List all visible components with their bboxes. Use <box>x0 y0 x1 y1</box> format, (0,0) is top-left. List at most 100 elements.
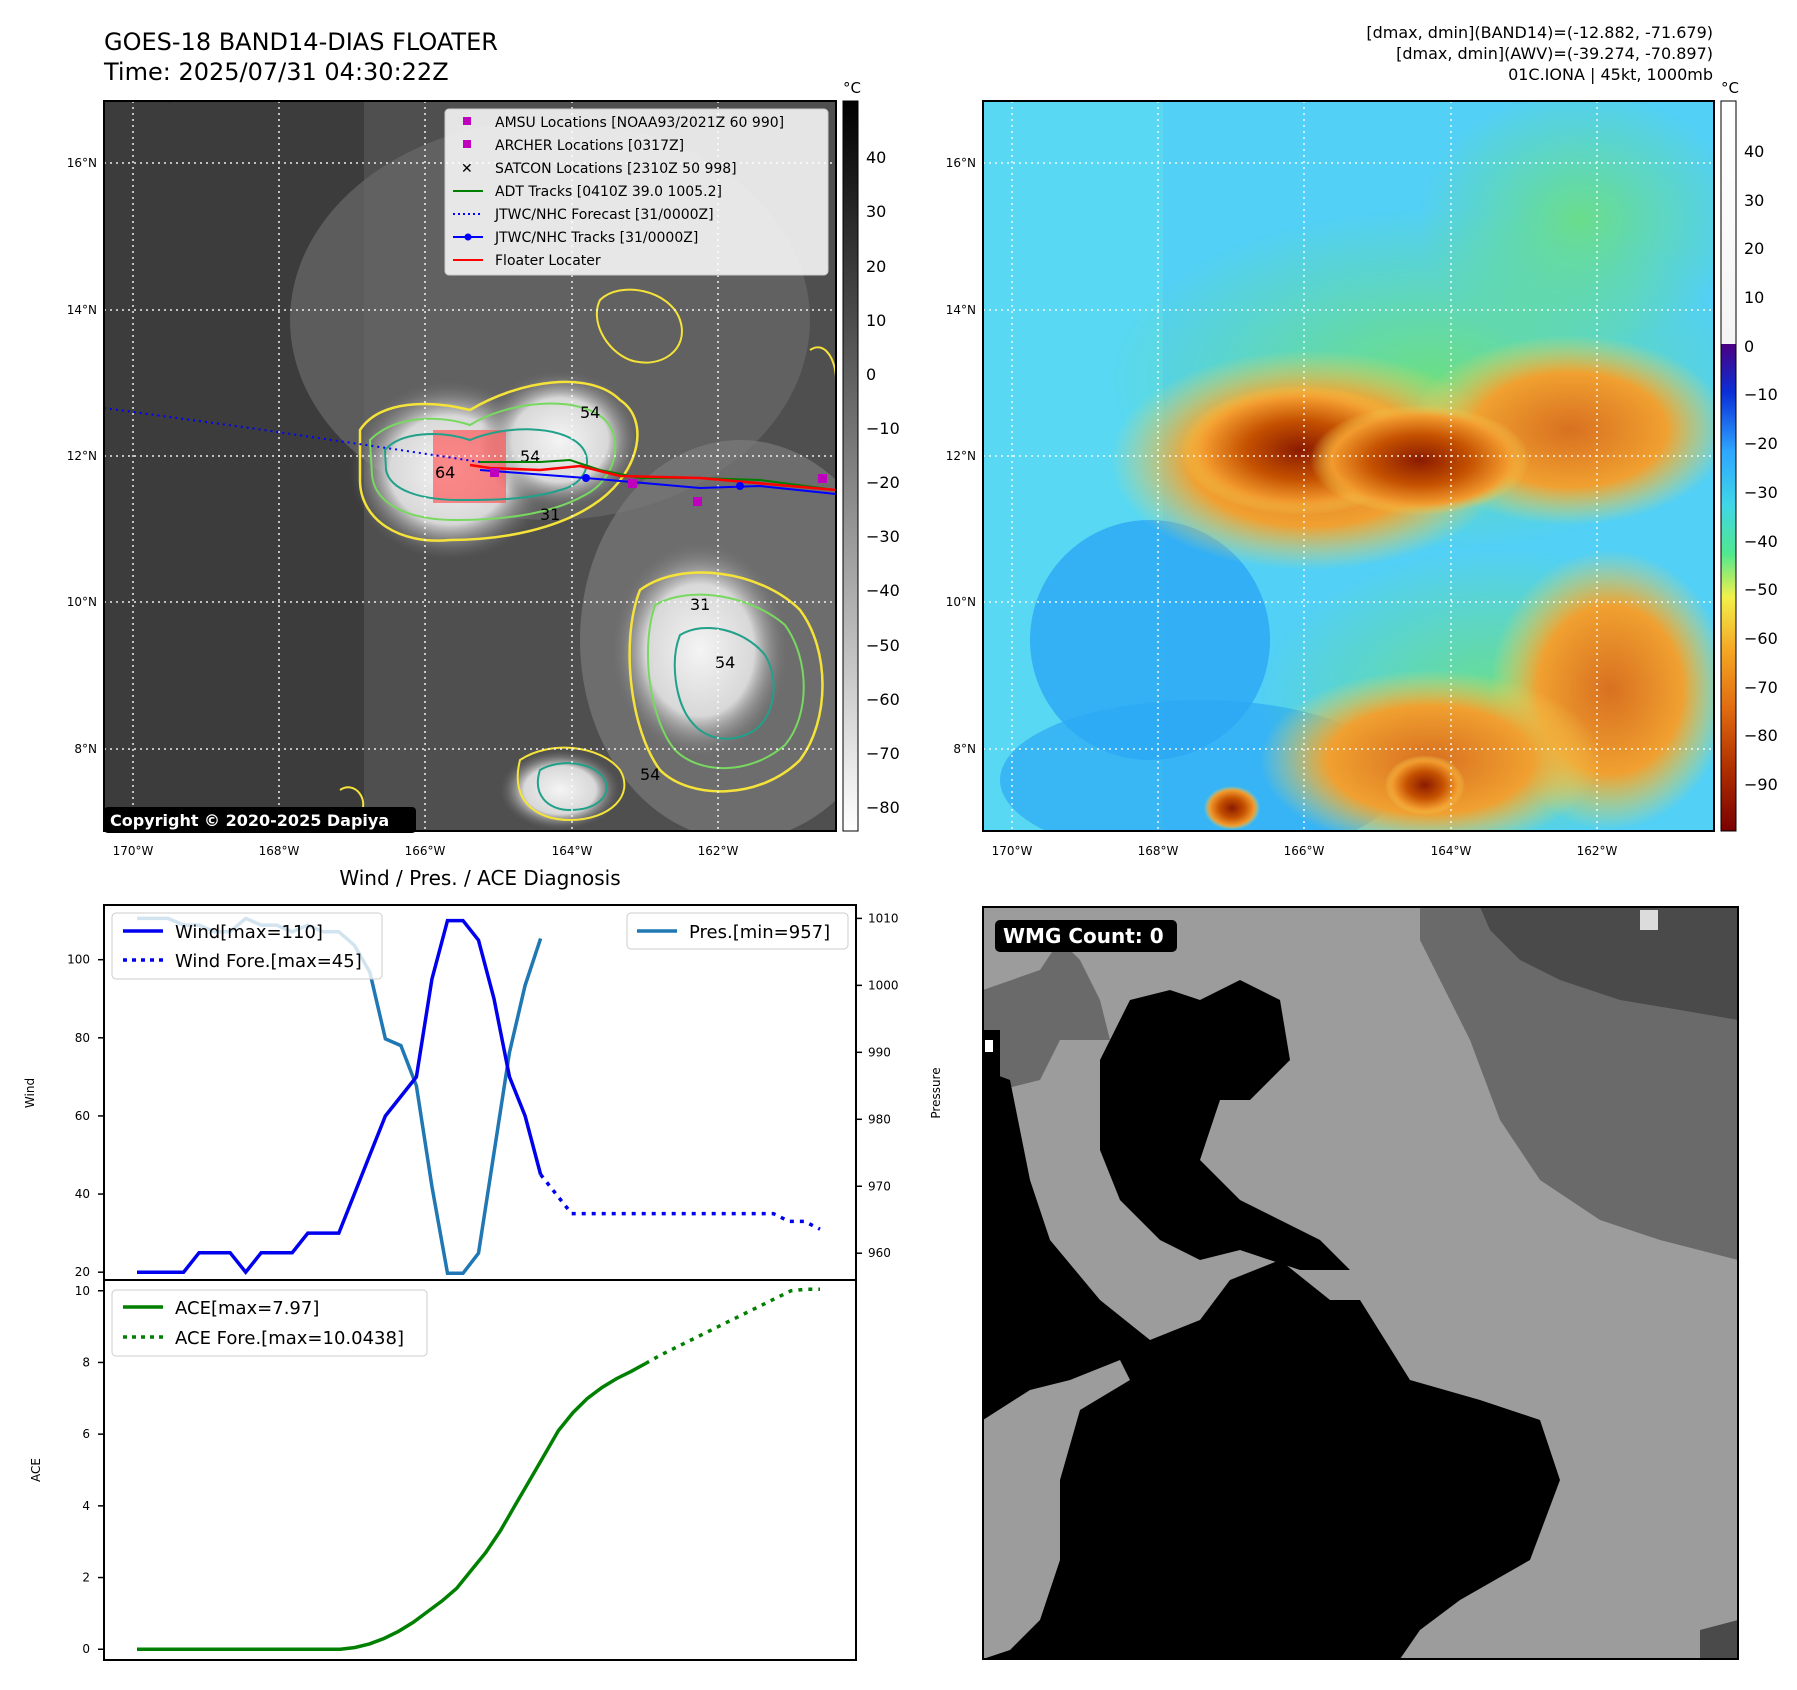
svg-text:10: 10 <box>866 311 886 330</box>
contour-label: 54 <box>640 765 660 784</box>
chart-title: Wind / Pres. / ACE Diagnosis <box>339 866 620 890</box>
svg-text:14°N: 14°N <box>67 303 97 317</box>
svg-text:168°W: 168°W <box>1138 844 1179 858</box>
svg-text:30: 30 <box>866 202 886 221</box>
svg-text:0: 0 <box>866 365 876 384</box>
svg-text:20: 20 <box>866 257 886 276</box>
pressure-tick-label: 960 <box>868 1246 891 1260</box>
svg-text:12°N: 12°N <box>67 449 97 463</box>
svg-text:−70: −70 <box>1744 678 1778 697</box>
wmg-count-label: WMG Count: 0 <box>1003 924 1164 948</box>
svg-text:40: 40 <box>1744 142 1764 161</box>
ace-legend: ACE[max=7.97] ACE Fore.[max=10.0438] <box>111 1289 428 1357</box>
legend-entry: ARCHER Locations [0317Z] <box>463 138 684 154</box>
ace-tick-label: 2 <box>82 1571 90 1585</box>
wind-axis-label: Wind <box>23 1078 37 1108</box>
svg-text:10°N: 10°N <box>67 595 97 609</box>
legend-label: ACE[max=7.97] <box>175 1298 319 1319</box>
svg-text:ARCHER Locations [0317Z]: ARCHER Locations [0317Z] <box>495 138 684 154</box>
figure-time: Time: 2025/07/31 04:30:22Z <box>103 58 449 86</box>
floater-locator-box <box>433 430 506 503</box>
lat-labels-left: 16°N 14°N 12°N 10°N 8°N <box>67 156 97 756</box>
copyright-text: Copyright © 2020-2025 Dapiya <box>110 811 389 830</box>
svg-text:−50: −50 <box>866 636 900 655</box>
svg-text:−60: −60 <box>1744 629 1778 648</box>
svg-text:170°W: 170°W <box>992 844 1033 858</box>
svg-text:−30: −30 <box>866 527 900 546</box>
ace-tick-label: 8 <box>82 1355 90 1369</box>
wind-forecast-line <box>539 1173 821 1231</box>
colorbar-right: °C 40 30 20 10 0 −10 −20 −30 −40 −50 −60… <box>1720 79 1778 832</box>
pressure-tick-label: 990 <box>868 1045 891 1059</box>
svg-text:10°N: 10°N <box>946 595 976 609</box>
info-awv: [dmax, dmin](AWV)=(-39.274, -70.897) <box>1396 44 1713 63</box>
square-marker-icon <box>463 140 471 148</box>
svg-text:14°N: 14°N <box>946 303 976 317</box>
svg-text:40: 40 <box>866 148 886 167</box>
figure-title: GOES-18 BAND14-DIAS FLOATER <box>104 28 498 56</box>
wind-axis: 20 40 60 80 100 <box>67 953 104 1279</box>
legend-entry: JTWC/NHC Forecast [31/0000Z] <box>453 207 714 223</box>
svg-text:16°N: 16°N <box>67 156 97 170</box>
svg-text:162°W: 162°W <box>698 844 739 858</box>
ace-forecast-line <box>644 1287 820 1366</box>
svg-text:−20: −20 <box>866 473 900 492</box>
svg-text:166°W: 166°W <box>405 844 446 858</box>
info-band14: [dmax, dmin](BAND14)=(-12.882, -71.679) <box>1366 23 1713 42</box>
svg-text:168°W: 168°W <box>259 844 300 858</box>
legend-entry: ADT Tracks [0410Z 39.0 1005.2] <box>453 184 722 200</box>
map-legend: AMSU Locations [NOAA93/2021Z 60 990] ARC… <box>444 108 829 276</box>
ace-tick-label: 6 <box>82 1427 90 1441</box>
svg-text:−70: −70 <box>866 744 900 763</box>
ace-series-group <box>137 1287 820 1651</box>
svg-text:SATCON Locations [2310Z 50 998: SATCON Locations [2310Z 50 998] <box>495 161 737 177</box>
svg-text:−80: −80 <box>1744 726 1778 745</box>
legend-entry: AMSU Locations [NOAA93/2021Z 60 990] <box>463 115 784 131</box>
svg-text:164°W: 164°W <box>552 844 593 858</box>
svg-text:−10: −10 <box>1744 385 1778 404</box>
legend-label: Pres.[min=957] <box>689 922 830 943</box>
wmg-panel <box>983 907 1738 1659</box>
legend-label: Wind[max=110] <box>175 922 323 943</box>
contour-label: 54 <box>715 653 735 672</box>
contour-label: 64 <box>435 463 455 482</box>
svg-text:−30: −30 <box>1744 483 1778 502</box>
svg-text:164°W: 164°W <box>1431 844 1472 858</box>
svg-text:166°W: 166°W <box>1284 844 1325 858</box>
pressure-tick-label: 980 <box>868 1112 891 1126</box>
lat-labels-right: 16°N 14°N 12°N 10°N 8°N <box>946 156 976 756</box>
x-marker-icon: ✕ <box>461 161 473 177</box>
svg-text:JTWC/NHC Tracks [31/0000Z]: JTWC/NHC Tracks [31/0000Z] <box>494 230 698 246</box>
svg-text:': ' <box>168 97 171 111</box>
forecast-track-line <box>104 407 481 463</box>
copyright-badge <box>104 807 416 833</box>
svg-text:30: 30 <box>1744 191 1764 210</box>
pressure-axis: 960 970 980 990 1000 1010 <box>856 911 899 1260</box>
ace-axis: 0 2 4 6 8 10 <box>75 1284 104 1656</box>
colorbar-unit: °C <box>1721 79 1739 97</box>
svg-text:−80: −80 <box>866 798 900 817</box>
ace-tick-label: 0 <box>82 1642 90 1656</box>
svg-text:8°N: 8°N <box>953 742 976 756</box>
contour-label: 54 <box>580 403 600 422</box>
ace-tick-label: 10 <box>75 1284 90 1298</box>
svg-text:−20: −20 <box>1744 434 1778 453</box>
info-storm: 01C.IONA | 45kt, 1000mb <box>1508 65 1713 84</box>
ace-tick-label: 4 <box>82 1499 90 1513</box>
color-ir-map-panel <box>983 101 1714 831</box>
lon-labels-left: 170°W 168°W 166°W 164°W 162°W <box>113 844 739 858</box>
svg-text:16°N: 16°N <box>946 156 976 170</box>
wind-line <box>137 918 543 1276</box>
colorbar-unit: °C <box>843 79 861 97</box>
svg-text:Floater Locater: Floater Locater <box>495 253 601 269</box>
wind-tick-label: 40 <box>75 1187 90 1201</box>
pressure-legend: Pres.[min=957] <box>626 912 849 950</box>
legend-entry: ✕ SATCON Locations [2310Z 50 998] <box>461 161 737 177</box>
pressure-axis-label: Pressure <box>929 1067 943 1118</box>
svg-text:170°W: 170°W <box>113 844 154 858</box>
legend-label: Wind Fore.[max=45] <box>175 951 362 972</box>
svg-text:−60: −60 <box>866 690 900 709</box>
svg-text:20: 20 <box>1744 239 1764 258</box>
ace-line <box>137 1361 647 1651</box>
